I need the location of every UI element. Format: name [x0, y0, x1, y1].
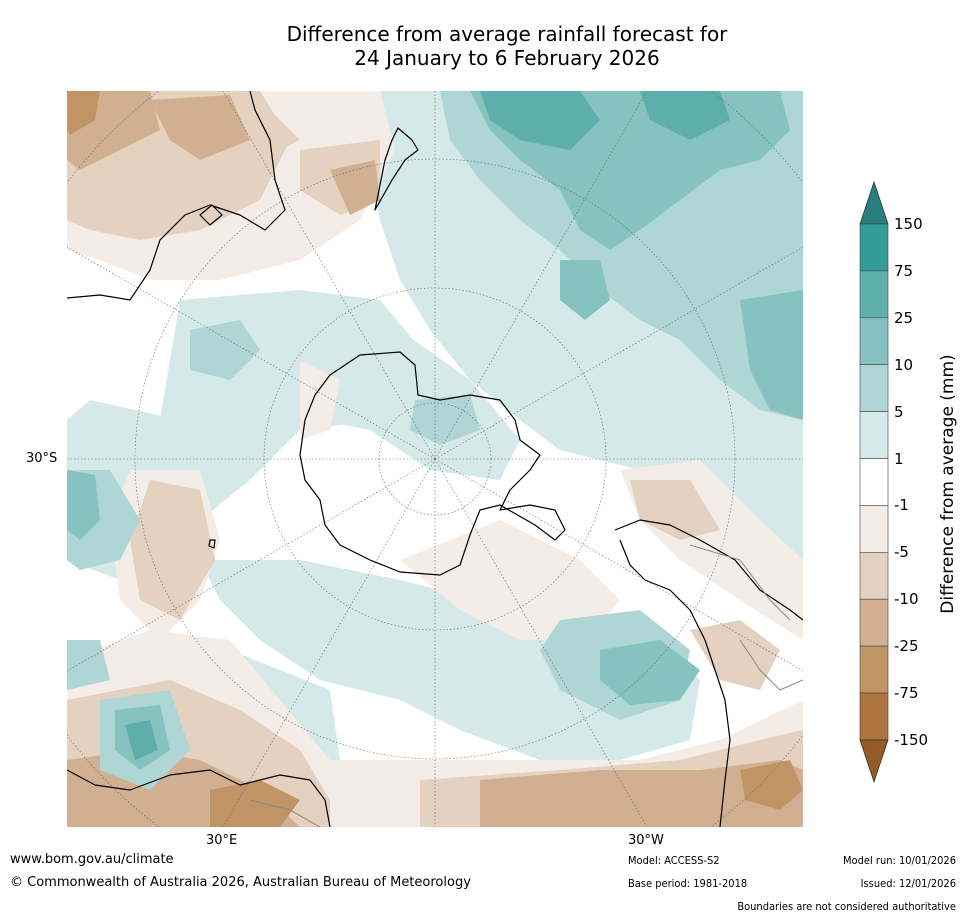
chart-title: Difference from average rainfall forecas… — [0, 22, 965, 70]
title-line-2: 24 January to 6 February 2026 — [354, 46, 660, 70]
colorbar-bin — [859, 364, 889, 412]
colorbar-tick-label: -10 — [894, 590, 919, 609]
country-borders — [249, 544, 803, 827]
boundaries-disclaimer: Boundaries are not considered authoritat… — [737, 900, 956, 913]
copyright-notice: © Commonwealth of Australia 2026, Austra… — [10, 875, 471, 890]
antarctica-coastline — [299, 351, 566, 576]
south-america-coastline — [614, 519, 803, 827]
colorbar-bin — [859, 223, 889, 272]
model-name: Model: ACCESS-S2 — [628, 854, 720, 867]
tasmania-coastline — [199, 204, 223, 226]
base-period: Base period: 1981-2018 — [628, 877, 748, 890]
colorbar-extend-top — [859, 180, 889, 225]
website-link[interactable]: www.bom.gov.au/climate — [10, 852, 174, 867]
coastlines — [67, 91, 803, 827]
colorbar-tick-label: -150 — [894, 730, 929, 749]
model-run-date: Model run: 10/01/2026 — [843, 854, 956, 867]
colorbar-tick-label: 25 — [894, 308, 914, 327]
colorbar-tick-label: -75 — [894, 684, 919, 702]
title-line-1: Difference from average rainfall forecas… — [286, 22, 728, 46]
colorbar-tick-label: 1 — [894, 449, 904, 468]
lon-label-30w: 30°W — [628, 833, 664, 848]
madagascar-coastline — [208, 539, 216, 549]
colorbar-tick-label: 150 — [894, 215, 923, 233]
colorbar-tick-label: -25 — [894, 637, 919, 656]
colorbar-tick-label: -1 — [894, 496, 909, 515]
colorbar-tick-label: -5 — [894, 543, 909, 562]
africa-coastline — [67, 769, 331, 827]
colorbar-bin — [859, 270, 889, 319]
colorbar-tick-label: 75 — [894, 261, 914, 280]
colorbar-bin — [859, 317, 889, 365]
graticule — [67, 91, 803, 827]
colorbar-title: Difference from average (mm) — [938, 354, 958, 614]
colorbar-bin — [859, 692, 889, 741]
lat-label-30s: 30°S — [26, 451, 58, 466]
colorbar-bin — [859, 551, 889, 600]
lon-label-30e: 30°E — [206, 833, 238, 848]
colorbar-bin — [859, 598, 889, 647]
australia-coastline — [67, 91, 286, 301]
new-zealand-coastline — [374, 127, 419, 211]
colorbar-bin — [859, 505, 889, 553]
colorbar-bin — [859, 645, 889, 694]
colorbar-bin — [859, 411, 889, 459]
wet-heavy-areas — [125, 91, 730, 760]
colorbar-bin — [859, 458, 889, 506]
colorbar-tick-label: 10 — [894, 355, 914, 374]
colorbar-extend-bottom — [859, 739, 889, 784]
map-canvas — [67, 91, 803, 827]
issued-date: Issued: 12/01/2026 — [860, 877, 956, 890]
colorbar-tick-label: 5 — [894, 402, 904, 421]
